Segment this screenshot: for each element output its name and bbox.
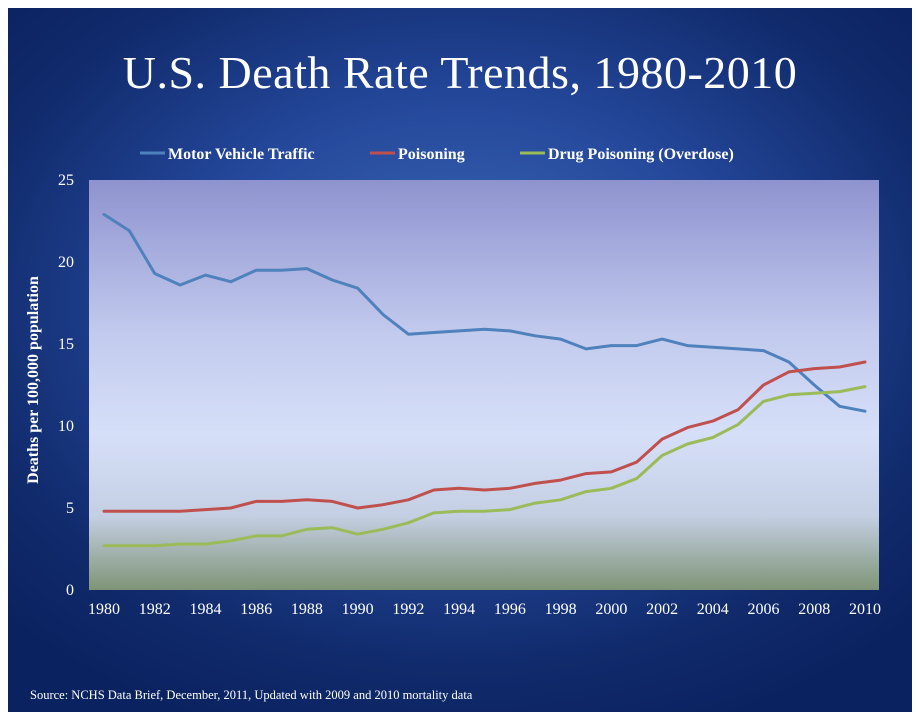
x-tick-label-2006: 2006 bbox=[748, 601, 780, 618]
x-tick-label-1984: 1984 bbox=[189, 601, 221, 618]
x-tick-label-1980: 1980 bbox=[88, 601, 120, 618]
x-tick-label-1988: 1988 bbox=[291, 601, 323, 618]
x-tick-label-1998: 1998 bbox=[545, 601, 577, 618]
x-axis: 1980 1982 1984 1986 1988 1990 1992 1994 1996 1998… bbox=[88, 601, 881, 618]
x-tick-label-2000: 2000 bbox=[595, 601, 627, 618]
x-tick-label-2002: 2002 bbox=[646, 601, 678, 618]
x-tick-label-2010: 2010 bbox=[849, 601, 881, 618]
source-note: Source: NCHS Data Brief, December, 2011,… bbox=[30, 688, 473, 702]
x-tick-label-2004: 2004 bbox=[697, 601, 729, 618]
x-tick-label-1982: 1982 bbox=[139, 601, 171, 618]
legend-label-1: Motor Vehicle Traffic bbox=[168, 146, 315, 163]
y-tick-label-15: 15 bbox=[58, 336, 74, 353]
x-tick-label-1990: 1990 bbox=[342, 601, 374, 618]
x-tick-label-2008: 2008 bbox=[798, 601, 830, 618]
y-axis-label: Deaths per 100,000 population bbox=[25, 276, 42, 484]
y-tick-label-5: 5 bbox=[66, 500, 74, 517]
y-axis: 0 5 10 15 20 25 bbox=[58, 172, 74, 599]
x-tick-label-1996: 1996 bbox=[494, 601, 526, 618]
slide-title: U.S. Death Rate Trends, 1980-2010 bbox=[122, 47, 798, 98]
x-tick-label-1992: 1992 bbox=[392, 601, 424, 618]
y-tick-label-10: 10 bbox=[58, 418, 74, 435]
plot-area bbox=[89, 180, 879, 590]
series-line-2 bbox=[102, 360, 867, 513]
x-tick-label-1994: 1994 bbox=[443, 601, 475, 618]
y-tick-label-25: 25 bbox=[58, 172, 74, 189]
legend: Motor Vehicle Traffic Poisoning Drug Poiso… bbox=[140, 146, 734, 163]
legend-label-3: Drug Poisoning (Overdose) bbox=[548, 146, 734, 163]
y-tick-label-20: 20 bbox=[58, 254, 74, 271]
series-line-1 bbox=[102, 212, 867, 413]
y-tick-label-0: 0 bbox=[66, 582, 74, 599]
series-lines bbox=[102, 212, 867, 548]
series-line-3 bbox=[102, 385, 867, 548]
legend-label-2: Poisoning bbox=[398, 146, 465, 163]
x-tick-label-1986: 1986 bbox=[240, 601, 272, 618]
